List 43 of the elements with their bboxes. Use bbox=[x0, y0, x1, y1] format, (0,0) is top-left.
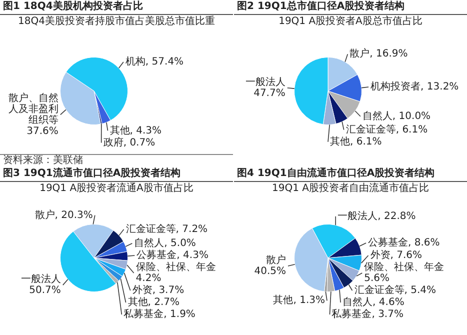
slice-label: 自然人, 10.0% bbox=[362, 110, 431, 122]
slice-label: 私募基金, 3.7% bbox=[332, 308, 404, 320]
data-label: 50.7% bbox=[29, 285, 61, 296]
slice-label: 散户、自然人及非盈利组织等 bbox=[8, 92, 58, 126]
data-label: 5.6% bbox=[364, 273, 390, 284]
slice-label: 公募基金, 8.6% bbox=[368, 236, 440, 249]
slice-label: 散户, 16.9% bbox=[350, 48, 408, 60]
slice-label: 保险、社保、年金 bbox=[136, 261, 216, 274]
chart-title: 图4 19Q1自由流通市值口径A股投资者结构 bbox=[234, 167, 467, 182]
slice-label: 公募基金, 4.3% bbox=[136, 249, 208, 262]
slice-label: 机构, 57.4% bbox=[125, 56, 184, 68]
slice-label: 汇金证金等, 6.1% bbox=[346, 123, 428, 136]
slice-label: 自然人, 5.0% bbox=[134, 236, 196, 249]
slice-label: 其他, 6.1% bbox=[330, 135, 382, 148]
slice-label: 外资, 7.6% bbox=[370, 249, 422, 262]
data-label: 47.7% bbox=[254, 88, 286, 100]
slice-label: 政府, 0.7% bbox=[103, 136, 156, 148]
slice-label: 其他, 1.3% bbox=[273, 294, 326, 306]
slice-label: 一般法人 bbox=[20, 273, 61, 286]
chart-title: 图3 19Q1流通市值口径A股投资者结构 bbox=[0, 167, 233, 182]
data-label: 37.6% bbox=[26, 126, 58, 137]
slice-label: 其他, 2.7% bbox=[128, 296, 180, 308]
chart-subtitle: 19Q1 A股投资者自由流通市值占比 bbox=[271, 182, 430, 195]
slice-label: 自然人, 4.6% bbox=[342, 296, 404, 308]
slice-label: 汇金证金等, 5.4% bbox=[354, 284, 436, 296]
slice-label: 散户, 20.3% bbox=[34, 208, 93, 221]
data-label: 4.2% bbox=[136, 273, 162, 284]
chart-subtitle: 18Q4美股投资者持股市值占美股总市值比重 bbox=[17, 15, 216, 28]
chart-title: 图1 18Q4美股机构投资者占比 bbox=[0, 0, 233, 15]
slice-label: 一般法人 bbox=[245, 76, 286, 88]
chart-subtitle: 19Q1 A股投资者流通A股市值占比 bbox=[38, 182, 194, 195]
slice-label: 汇金证金等, 7.2% bbox=[126, 223, 208, 236]
slice-label: 机构投资者, 13.2% bbox=[370, 80, 459, 93]
chart-title: 图2 19Q1总市值口径A股投资者结构 bbox=[234, 0, 467, 15]
slice-label: 散户 bbox=[266, 254, 286, 266]
text: 资料来源：美联储 bbox=[0, 154, 233, 167]
slice-label: 外资, 3.7% bbox=[132, 284, 184, 296]
slice-label: 一般法人, 22.8% bbox=[338, 210, 416, 222]
slice-label: 其他, 4.3% bbox=[110, 124, 162, 136]
data-label: 40.5% bbox=[254, 266, 286, 278]
slice-label: 私募基金, 1.9% bbox=[124, 308, 196, 320]
chart-subtitle: 19Q1 A股投资者A股总市值占比 bbox=[278, 15, 424, 28]
slice-label: 保险、社保、年金 bbox=[364, 261, 444, 274]
